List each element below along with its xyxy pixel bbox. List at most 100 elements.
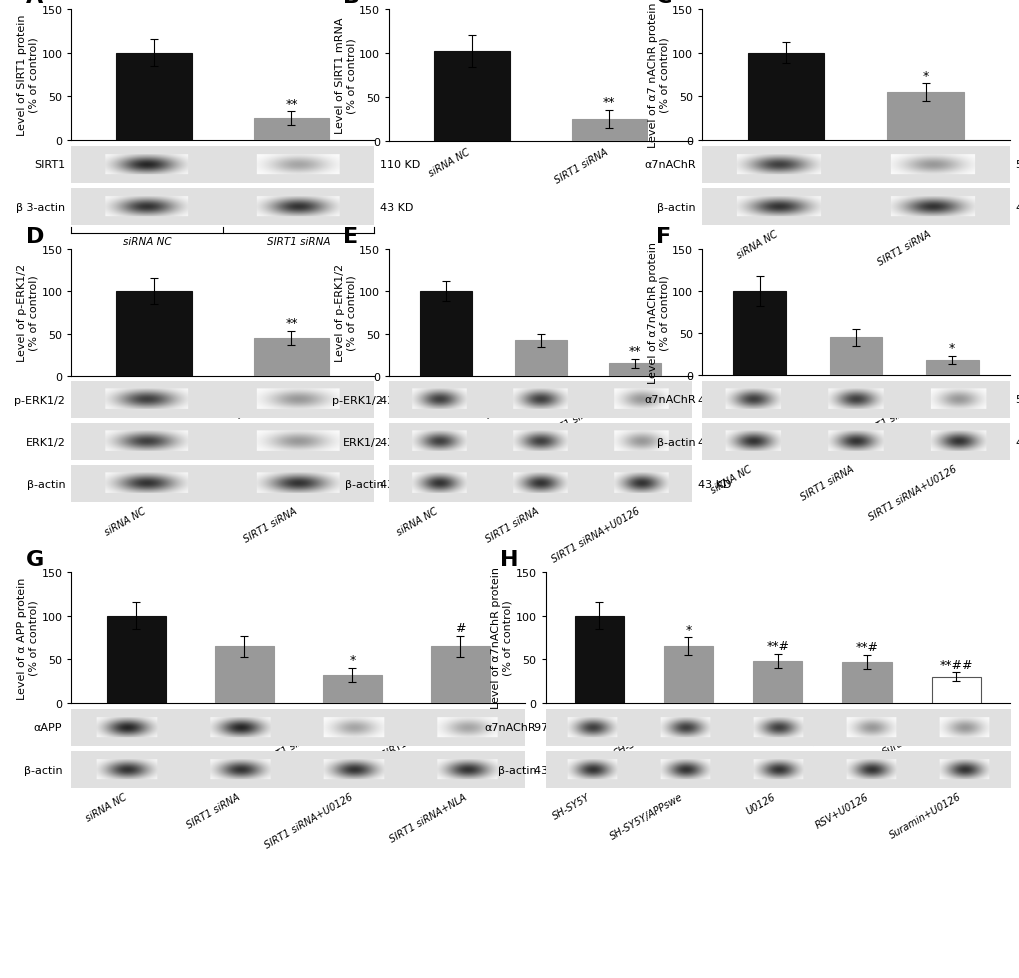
Text: D: D: [25, 227, 44, 246]
Text: 43 KD: 43 KD: [534, 765, 568, 775]
Text: *: *: [948, 342, 955, 355]
Text: SIRT1 siRNA: SIRT1 siRNA: [242, 506, 299, 544]
Text: β-actin: β-actin: [656, 437, 695, 447]
Y-axis label: Level of p-ERK1/2
(% of control): Level of p-ERK1/2 (% of control): [17, 264, 39, 362]
Bar: [887, 93, 963, 141]
Text: siRNA NC: siRNA NC: [394, 506, 439, 537]
Text: E: E: [343, 227, 358, 246]
Bar: [925, 361, 977, 376]
Text: β-actin: β-actin: [23, 765, 62, 775]
Text: **##: **##: [938, 658, 972, 671]
Text: *: *: [685, 623, 691, 636]
Text: A: A: [25, 0, 43, 7]
Text: 43 KD: 43 KD: [697, 479, 731, 489]
Text: 97 KD: 97 KD: [534, 723, 568, 733]
Text: 55 KD: 55 KD: [1015, 160, 1019, 170]
Text: 43 KD: 43 KD: [1015, 202, 1019, 212]
Text: G: G: [25, 550, 44, 569]
Bar: [747, 54, 823, 141]
Bar: [752, 661, 802, 703]
Text: SIRT1 siRNA: SIRT1 siRNA: [184, 791, 242, 829]
Y-axis label: Level of α7 nAChR protein
(% of control): Level of α7 nAChR protein (% of control): [647, 3, 668, 148]
Text: 43 KD: 43 KD: [1015, 437, 1019, 447]
Y-axis label: Level of α APP protein
(% of control): Level of α APP protein (% of control): [17, 577, 39, 699]
Text: 43 KD: 43 KD: [697, 395, 731, 405]
Bar: [574, 616, 624, 703]
Text: 43 KD: 43 KD: [380, 202, 413, 212]
Text: 43 KD: 43 KD: [380, 437, 413, 447]
Text: siRNA NC: siRNA NC: [734, 229, 779, 260]
Bar: [433, 52, 510, 142]
Text: SIRT1 siRNA+U0126: SIRT1 siRNA+U0126: [549, 506, 641, 564]
Bar: [116, 291, 192, 377]
Text: β-actin: β-actin: [497, 765, 536, 775]
Bar: [733, 291, 786, 376]
Bar: [828, 338, 881, 376]
Text: siRNA NC: siRNA NC: [708, 464, 753, 495]
Text: B: B: [343, 0, 360, 7]
Text: **: **: [629, 345, 641, 358]
Text: 110 KD: 110 KD: [380, 160, 420, 170]
Text: Suramin+U0126: Suramin+U0126: [888, 791, 963, 840]
Text: α7nAChR: α7nAChR: [644, 395, 695, 405]
Text: β-actin: β-actin: [26, 479, 65, 489]
Text: 43 KD: 43 KD: [380, 395, 413, 405]
Text: #: #: [454, 621, 466, 635]
Text: SH-SY5Y/APPswe: SH-SY5Y/APPswe: [608, 791, 685, 841]
Text: α7nAChR: α7nAChR: [644, 160, 695, 170]
Y-axis label: Level of SIRT1 protein
(% of control): Level of SIRT1 protein (% of control): [17, 15, 39, 136]
Bar: [430, 646, 490, 703]
Bar: [663, 646, 712, 703]
Text: C: C: [655, 0, 672, 7]
Text: SIRT1 siRNA+U0126: SIRT1 siRNA+U0126: [263, 791, 355, 850]
Text: αAPP: αAPP: [34, 723, 62, 733]
Text: RSV+U0126: RSV+U0126: [813, 791, 870, 829]
Bar: [116, 54, 192, 141]
Bar: [608, 364, 660, 377]
Y-axis label: Level of p-ERK1/2
(% of control): Level of p-ERK1/2 (% of control): [334, 264, 357, 362]
Text: SIRT1: SIRT1: [35, 160, 65, 170]
Text: p‑ERK1/2: p‑ERK1/2: [14, 395, 65, 405]
Text: SIRT1 siRNA: SIRT1 siRNA: [875, 229, 932, 267]
Text: ERK1/2: ERK1/2: [25, 437, 65, 447]
Text: **#: **#: [765, 640, 789, 652]
Bar: [322, 676, 382, 703]
Text: siRNA NC: siRNA NC: [84, 791, 128, 822]
Text: SH-SY5Y: SH-SY5Y: [550, 791, 591, 821]
Text: 43 KD: 43 KD: [380, 479, 413, 489]
Text: siRNA NC: siRNA NC: [103, 506, 147, 537]
Bar: [254, 119, 329, 141]
Text: **: **: [602, 96, 615, 110]
Text: *: *: [922, 69, 928, 82]
Bar: [515, 341, 566, 377]
Bar: [214, 646, 274, 703]
Bar: [930, 677, 980, 703]
Bar: [571, 120, 647, 142]
Text: H: H: [499, 550, 518, 569]
Text: **: **: [285, 98, 298, 111]
Text: SIRT1 siRNA: SIRT1 siRNA: [799, 464, 855, 502]
Text: SIRT1 siRNA+NLA: SIRT1 siRNA+NLA: [388, 791, 468, 843]
Text: SIRT1 siRNA+U0126: SIRT1 siRNA+U0126: [866, 464, 958, 522]
Bar: [842, 662, 891, 703]
Text: *: *: [348, 653, 356, 667]
Text: p-ERK1/2: p-ERK1/2: [332, 395, 383, 405]
Y-axis label: Level of α7nAChR protein
(% of control): Level of α7nAChR protein (% of control): [647, 242, 668, 383]
Text: **: **: [285, 317, 298, 330]
Text: SIRT1 siRNA: SIRT1 siRNA: [483, 506, 540, 544]
Text: α7nAChR: α7nAChR: [484, 723, 536, 733]
Text: 43 KD: 43 KD: [697, 437, 731, 447]
Text: β 3-actin: β 3-actin: [16, 202, 65, 212]
Text: **#: **#: [855, 641, 877, 653]
Text: ERK1/2: ERK1/2: [343, 437, 383, 447]
Bar: [254, 338, 329, 377]
Text: β-actin: β-actin: [344, 479, 383, 489]
Y-axis label: Level of SIRT1 mRNA
(% of control): Level of SIRT1 mRNA (% of control): [334, 18, 357, 134]
Text: U0126: U0126: [744, 791, 777, 816]
Text: SIRT1 siRNA: SIRT1 siRNA: [266, 237, 330, 246]
Text: siRNA NC: siRNA NC: [122, 237, 171, 246]
Bar: [106, 616, 166, 703]
Y-axis label: Level of α7nAChR protein
(% of control): Level of α7nAChR protein (% of control): [491, 567, 513, 709]
Bar: [420, 291, 472, 377]
Text: 55 KD: 55 KD: [1015, 395, 1019, 405]
